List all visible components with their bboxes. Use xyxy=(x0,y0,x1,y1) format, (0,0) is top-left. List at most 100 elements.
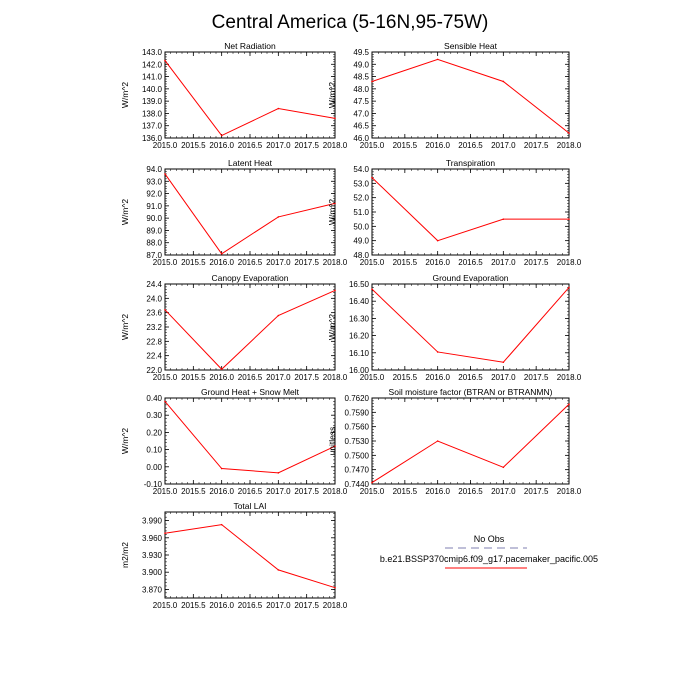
data-point xyxy=(164,532,166,535)
y-axis-label: unitless xyxy=(327,427,337,456)
data-point xyxy=(371,176,373,179)
y-tick-label: 88.0 xyxy=(146,239,162,248)
x-tick-label: 2017.5 xyxy=(524,373,549,382)
data-point xyxy=(568,132,570,134)
series-line xyxy=(164,173,336,255)
y-axis-label: W/m^2 xyxy=(327,82,337,108)
y-tick-label: 23.6 xyxy=(146,309,162,318)
y-tick-label: 16.20 xyxy=(349,332,370,341)
y-tick-label: 0.30 xyxy=(146,411,162,420)
x-tick-label: 2017.5 xyxy=(294,601,319,610)
data-point xyxy=(164,173,166,175)
y-tick-label: 48.0 xyxy=(353,251,369,260)
y-tick-label: 24.0 xyxy=(146,294,162,303)
x-tick-label: 2017.0 xyxy=(266,487,291,496)
y-tick-label: 138.0 xyxy=(142,109,163,118)
x-tick-label: 2015.5 xyxy=(393,141,418,150)
y-tick-label: 3.930 xyxy=(142,551,163,560)
y-tick-label: 3.960 xyxy=(142,534,163,543)
panel-title: Transpiration xyxy=(446,158,496,168)
x-tick-label: 2017.0 xyxy=(266,258,291,267)
x-tick-label: 2018.0 xyxy=(557,141,582,150)
y-tick-label: 51.0 xyxy=(353,208,369,217)
x-tick-label: 2018.0 xyxy=(323,141,348,150)
x-tick-label: 2015.5 xyxy=(393,258,418,267)
y-tick-label: 16.50 xyxy=(349,280,370,289)
data-point xyxy=(334,202,336,205)
y-axis-label: W/m^2 xyxy=(120,82,130,108)
x-tick-label: 2015.0 xyxy=(360,141,385,150)
plot-frame xyxy=(371,51,570,139)
data-point xyxy=(220,134,223,137)
data-point xyxy=(277,314,280,317)
data-point xyxy=(436,239,439,242)
x-tick-label: 2015.5 xyxy=(393,487,418,496)
x-tick-label: 2016.5 xyxy=(458,141,483,150)
x-tick-label: 2016.0 xyxy=(209,601,234,610)
data-point xyxy=(164,309,166,311)
series-line xyxy=(371,58,570,134)
y-tick-label: 46.0 xyxy=(353,134,369,143)
y-tick-label: 87.0 xyxy=(146,251,162,260)
y-tick-label: 3.870 xyxy=(142,585,163,594)
x-tick-label: 2015.5 xyxy=(181,373,206,382)
y-tick-label: 0.7590 xyxy=(345,408,370,417)
x-tick-label: 2015.5 xyxy=(393,373,418,382)
y-tick-label: 54.0 xyxy=(353,165,369,174)
y-tick-label: 140.0 xyxy=(142,85,163,94)
x-tick-label: 2018.0 xyxy=(323,258,348,267)
x-tick-label: 2017.5 xyxy=(524,487,549,496)
legend: No Obs b.e21.BSSP370cmip6.f09_g17.pacemak… xyxy=(380,534,598,569)
y-tick-label: 0.7620 xyxy=(345,394,370,403)
data-point xyxy=(164,400,166,403)
y-tick-label: 16.40 xyxy=(349,297,370,306)
y-tick-label: 48.5 xyxy=(353,73,369,82)
y-tick-label: 47.5 xyxy=(353,97,369,106)
data-point xyxy=(436,351,439,353)
x-tick-label: 2015.5 xyxy=(181,487,206,496)
legend-label-no-obs: No Obs xyxy=(474,534,505,544)
data-point xyxy=(220,467,223,470)
y-tick-label: 16.00 xyxy=(349,366,370,375)
data-point xyxy=(277,569,280,571)
y-tick-label: 0.40 xyxy=(146,394,162,403)
x-tick-label: 2016.0 xyxy=(209,258,234,267)
x-tick-label: 2017.5 xyxy=(294,373,319,382)
x-tick-label: 2015.0 xyxy=(153,601,178,610)
x-tick-label: 2017.5 xyxy=(294,141,319,150)
y-tick-label: 23.2 xyxy=(146,323,162,332)
y-tick-label: 46.5 xyxy=(353,122,369,131)
data-point xyxy=(277,107,280,110)
y-tick-label: 49.5 xyxy=(353,48,369,57)
data-point xyxy=(371,481,373,484)
data-point xyxy=(371,80,373,83)
data-point xyxy=(502,361,505,364)
y-tick-label: 0.7470 xyxy=(345,466,370,475)
y-axis-label: m2/m2 xyxy=(120,542,130,568)
x-tick-label: 2015.5 xyxy=(181,141,206,150)
y-tick-label: 16.10 xyxy=(349,349,370,358)
panel-8: Soil moisture factor (BTRAN or BTRANMN) 2… xyxy=(327,387,582,496)
y-axis-label: W/m^2 xyxy=(327,199,337,225)
panel-6: Ground Evaporation 2015.0 2015.5 2016.0 2016… xyxy=(327,273,582,382)
x-tick-label: 2017.5 xyxy=(524,141,549,150)
data-point xyxy=(502,466,505,469)
x-tick-label: 2017.0 xyxy=(491,258,516,267)
data-point xyxy=(220,523,223,526)
y-axis-label: W/m^2 xyxy=(120,428,130,454)
series-line xyxy=(164,289,336,370)
y-tick-label: 93.0 xyxy=(146,177,162,186)
panel-title: Sensible Heat xyxy=(444,41,498,51)
x-tick-label: 2015.0 xyxy=(360,487,385,496)
x-tick-label: 2018.0 xyxy=(323,373,348,382)
series-line xyxy=(371,287,570,363)
x-tick-label: 2016.0 xyxy=(209,141,234,150)
y-tick-label: 0.10 xyxy=(146,446,162,455)
y-tick-label: 22.4 xyxy=(146,352,162,361)
y-tick-label: 53.0 xyxy=(353,179,369,188)
x-tick-label: 2017.0 xyxy=(491,373,516,382)
y-tick-label: 0.7530 xyxy=(345,437,370,446)
y-tick-label: 49.0 xyxy=(353,237,369,246)
panel-title: Ground Heat + Snow Melt xyxy=(201,387,300,397)
